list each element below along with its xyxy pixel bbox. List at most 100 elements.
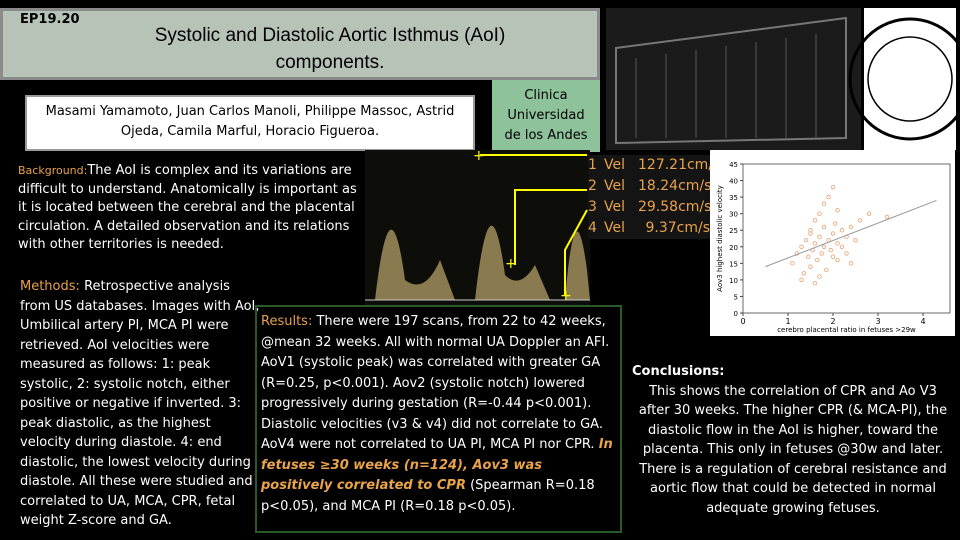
scatter-point bbox=[821, 224, 827, 230]
scatter-point bbox=[835, 208, 840, 213]
scatter-point bbox=[799, 244, 804, 249]
x-tick-label: 3 bbox=[875, 317, 880, 326]
scatter-point bbox=[806, 254, 811, 259]
scatter-point bbox=[808, 264, 813, 269]
scatter-point bbox=[803, 237, 809, 243]
y-tick-label: 15 bbox=[729, 260, 738, 268]
seal-bg bbox=[864, 8, 956, 150]
x-tick-label: 0 bbox=[740, 317, 745, 326]
velocity-table: 1 Vel 127.21cm/s 2 Vel 18.24cm/s 3 Vel 29.58cm/s… bbox=[588, 155, 721, 239]
section-label: Methods: bbox=[20, 279, 80, 294]
scatter-point bbox=[839, 228, 845, 233]
seal bbox=[848, 17, 956, 141]
seal-inner bbox=[867, 36, 953, 122]
scatter-point bbox=[799, 277, 804, 283]
scatter-point bbox=[815, 257, 820, 263]
authors: Masami Yamamoto, Juan Carlos Manoli, Phi… bbox=[25, 95, 475, 151]
scatter-point bbox=[828, 247, 833, 253]
velocity-cell: 9.37cm/s bbox=[645, 220, 710, 236]
scatter-point bbox=[812, 280, 818, 286]
scatter-point bbox=[826, 194, 831, 200]
doppler-image: + + + bbox=[365, 150, 590, 305]
x-tick-label: 4 bbox=[920, 317, 925, 326]
y-tick-label: 5 bbox=[734, 293, 738, 301]
scatter-point bbox=[884, 214, 890, 220]
scatter-point bbox=[824, 267, 829, 273]
poster-title: Systolic and Diastolic Aortic Isthmus (A… bbox=[110, 22, 550, 76]
scatter-point bbox=[848, 224, 854, 230]
arrows bbox=[480, 154, 588, 295]
velocity-cell: Vel bbox=[604, 157, 625, 173]
x-tick-label: 2 bbox=[830, 317, 835, 326]
velocity-cell: Vel bbox=[604, 178, 625, 194]
scatter-point bbox=[830, 231, 836, 236]
velocity-cell: 1 bbox=[588, 157, 597, 173]
scatter-point bbox=[817, 234, 822, 240]
cursor-mark: + bbox=[505, 256, 517, 272]
scatter-chart: 0 5 10 15 20 25 30 35 40 45 0 1 2 3 4 cerebro placental… bbox=[710, 150, 955, 336]
y-tick-label: 45 bbox=[729, 161, 738, 169]
section-text: Retrospective analysis from US databases… bbox=[20, 279, 260, 528]
scatter-point bbox=[801, 271, 806, 276]
y-tick-label: 25 bbox=[729, 227, 738, 235]
section-text: (Spearman R=0.18 p<0.05), and MCA PI (R=… bbox=[261, 478, 595, 514]
x-tick-label: 1 bbox=[785, 317, 790, 326]
section-label: Conclusions: bbox=[632, 364, 725, 379]
scatter-point bbox=[844, 251, 849, 256]
velocity-cell: Vel bbox=[604, 199, 625, 215]
velocity-cell: 127.21cm/s bbox=[638, 157, 721, 173]
results-section: Results: There were 197 scans, from 22 t… bbox=[255, 305, 622, 533]
emphasis-text: In fetuses ≥30 weeks (n=124), Aov3 was p… bbox=[261, 437, 613, 493]
velocity-row: 2 Vel 18.24cm/s bbox=[588, 176, 711, 197]
section-label: Results: bbox=[261, 314, 313, 329]
scatter-point bbox=[812, 218, 818, 223]
y-axis-label: Aov3 highest diastolic velocity bbox=[716, 185, 724, 292]
y-tick-label: 35 bbox=[729, 194, 738, 202]
scatter-point bbox=[821, 244, 827, 249]
y-tick-label: 0 bbox=[734, 310, 738, 318]
conclusions-section: Conclusions: This shows the correlation … bbox=[632, 362, 954, 518]
header-images bbox=[606, 8, 956, 150]
scatter-point bbox=[819, 251, 824, 256]
scatter-point bbox=[817, 274, 822, 279]
section-label: Background: bbox=[18, 164, 88, 177]
scatter-point bbox=[817, 211, 822, 216]
velocity-cell: 3 bbox=[588, 199, 597, 215]
chart-bg bbox=[710, 150, 955, 336]
x-axis-label: cerebro placental ratio in fetuses >29w bbox=[777, 326, 916, 334]
methods-section: Methods: Retrospective analysis from US … bbox=[20, 277, 260, 531]
scatter-point bbox=[853, 237, 858, 243]
title-box bbox=[0, 8, 600, 80]
plot-area bbox=[742, 163, 951, 314]
y-tick-label: 30 bbox=[729, 211, 738, 219]
velocity-cell: 2 bbox=[588, 178, 597, 194]
scatter-point bbox=[821, 201, 827, 206]
fit-line bbox=[765, 199, 937, 268]
y-tick-label: 40 bbox=[729, 178, 738, 186]
velocity-cell: 29.58cm/s bbox=[638, 199, 712, 215]
poster-code: EP19.20 bbox=[20, 12, 80, 27]
title-line: Systolic and Diastolic Aortic Isthmus (A… bbox=[154, 25, 506, 46]
y-tick-label: 20 bbox=[729, 244, 738, 252]
velocity-row: 4 Vel 9.37cm/s bbox=[588, 218, 710, 239]
cursor-mark: + bbox=[473, 150, 485, 164]
velocity-cell: 4 bbox=[588, 220, 597, 236]
scatter-point bbox=[857, 218, 863, 223]
scatter-point bbox=[830, 254, 836, 259]
section-text: There were 197 scans, from 22 to 42 week… bbox=[261, 314, 610, 452]
section-text: The AoI is complex and its variations ar… bbox=[18, 163, 357, 252]
building-windows bbox=[635, 34, 817, 138]
scatter-point bbox=[835, 257, 840, 263]
section-text: This shows the correlation of CPR and Ao… bbox=[638, 383, 948, 516]
building-photo bbox=[606, 8, 861, 150]
scatter-point bbox=[812, 241, 818, 246]
scatter-point bbox=[848, 261, 854, 266]
building-outline bbox=[615, 16, 847, 145]
scatter-point bbox=[866, 211, 872, 216]
scatter-point bbox=[808, 231, 813, 236]
background-section: Background:The AoI is complex and its va… bbox=[18, 162, 363, 255]
velocity-cell: Vel bbox=[604, 220, 625, 236]
cursor-mark: + bbox=[560, 288, 572, 304]
scatter-point bbox=[830, 184, 836, 190]
scatter-point bbox=[835, 241, 840, 246]
